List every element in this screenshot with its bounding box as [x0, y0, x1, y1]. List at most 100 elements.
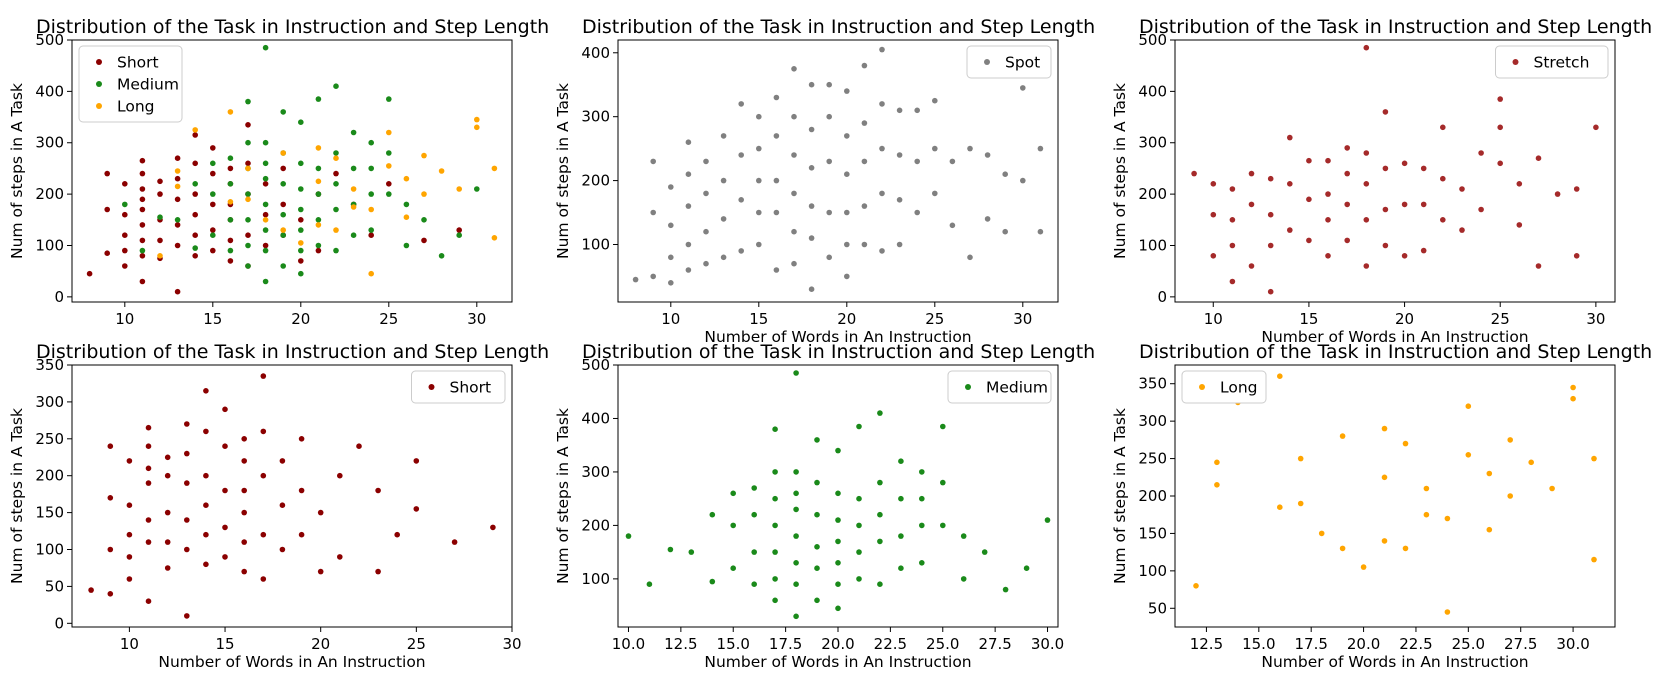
legend-marker-short	[96, 59, 102, 65]
data-point	[280, 232, 287, 238]
data-point	[245, 242, 251, 249]
data-point	[298, 206, 304, 213]
data-point	[107, 443, 114, 450]
data-point	[260, 576, 267, 582]
data-point	[940, 522, 946, 529]
data-point	[1277, 373, 1283, 380]
data-point	[203, 472, 209, 479]
data-point	[315, 217, 322, 223]
data-point	[793, 370, 799, 376]
data-point	[949, 158, 956, 165]
data-point	[280, 150, 287, 156]
data-point	[1229, 278, 1236, 285]
data-point	[1401, 201, 1408, 208]
series-stretch	[1191, 44, 1599, 295]
data-point	[1344, 170, 1350, 177]
y-tick-label: 100	[1138, 236, 1167, 254]
data-point	[157, 178, 163, 185]
data-point	[898, 458, 904, 465]
data-point	[877, 479, 883, 486]
data-point	[315, 96, 322, 102]
x-tick-label: 27.5	[978, 635, 1011, 653]
data-point	[315, 222, 322, 228]
legend-frame	[966, 45, 1052, 79]
data-point	[245, 232, 251, 238]
data-point	[104, 170, 110, 177]
data-point	[835, 605, 841, 612]
data-point	[738, 248, 744, 254]
y-tick-label: 400	[581, 409, 610, 427]
data-point	[826, 209, 832, 216]
data-point	[877, 581, 883, 587]
y-tick-label: 0	[54, 614, 64, 632]
data-point	[174, 242, 181, 249]
data-point	[315, 165, 322, 172]
data-point	[940, 479, 946, 486]
data-point	[438, 253, 445, 259]
data-point	[650, 273, 656, 280]
data-point	[174, 196, 181, 203]
chart-panel-4: Distribution of the Task in Instruction …	[8, 341, 549, 671]
data-point	[1229, 242, 1236, 249]
legend-label: Short	[450, 379, 492, 397]
data-point	[245, 196, 251, 203]
data-point	[192, 181, 198, 187]
chart-title: Distribution of the Task in Instruction …	[582, 16, 1095, 38]
data-point	[896, 197, 903, 203]
data-point	[879, 101, 885, 107]
data-point	[738, 152, 744, 158]
data-point	[1363, 44, 1370, 51]
data-point	[1020, 177, 1026, 184]
data-point	[793, 490, 799, 497]
data-point	[808, 235, 815, 241]
y-tick-label: 0	[1157, 288, 1167, 306]
x-tick-label: 10	[1204, 310, 1223, 328]
data-point	[298, 227, 304, 233]
data-point	[245, 160, 251, 167]
data-point	[791, 228, 797, 235]
x-tick-label: 20	[291, 310, 310, 328]
data-point	[192, 211, 198, 218]
data-point	[203, 531, 209, 538]
data-point	[1191, 170, 1197, 177]
data-point	[1535, 263, 1542, 269]
data-point	[210, 227, 216, 233]
y-tick-label: 200	[581, 172, 610, 190]
data-point	[949, 222, 956, 229]
legend-marker-short	[428, 384, 435, 390]
chart-title: Distribution of the Task in Instruction …	[1139, 341, 1652, 363]
data-point	[241, 487, 247, 494]
series-short	[86, 122, 463, 295]
data-point	[164, 565, 171, 571]
x-tick-label: 22.5	[874, 635, 907, 653]
data-point	[1382, 242, 1389, 249]
data-point	[145, 465, 152, 472]
data-point	[88, 587, 94, 593]
data-point	[139, 186, 146, 192]
data-point	[1570, 395, 1576, 402]
data-point	[333, 170, 339, 177]
chart-title: Distribution of the Task in Instruction …	[36, 341, 549, 363]
y-tick-label: 350	[1138, 375, 1167, 393]
data-point	[667, 546, 674, 553]
data-point	[791, 66, 797, 72]
data-point	[791, 113, 797, 120]
data-point	[203, 428, 209, 435]
data-point	[668, 280, 674, 286]
data-point	[1497, 124, 1503, 131]
data-point	[403, 175, 410, 182]
data-point	[877, 511, 883, 518]
data-point	[262, 181, 269, 187]
data-point	[720, 177, 727, 184]
series-medium	[122, 44, 480, 285]
chart-panel-3: Distribution of the Task in Instruction …	[1111, 16, 1652, 346]
data-point	[350, 165, 357, 172]
data-point	[227, 165, 234, 172]
data-point	[421, 152, 427, 159]
plot-frame	[71, 39, 513, 303]
data-point	[1277, 504, 1283, 511]
data-point	[241, 436, 247, 442]
data-point	[227, 258, 234, 264]
data-point	[333, 181, 339, 187]
data-point	[984, 152, 991, 158]
